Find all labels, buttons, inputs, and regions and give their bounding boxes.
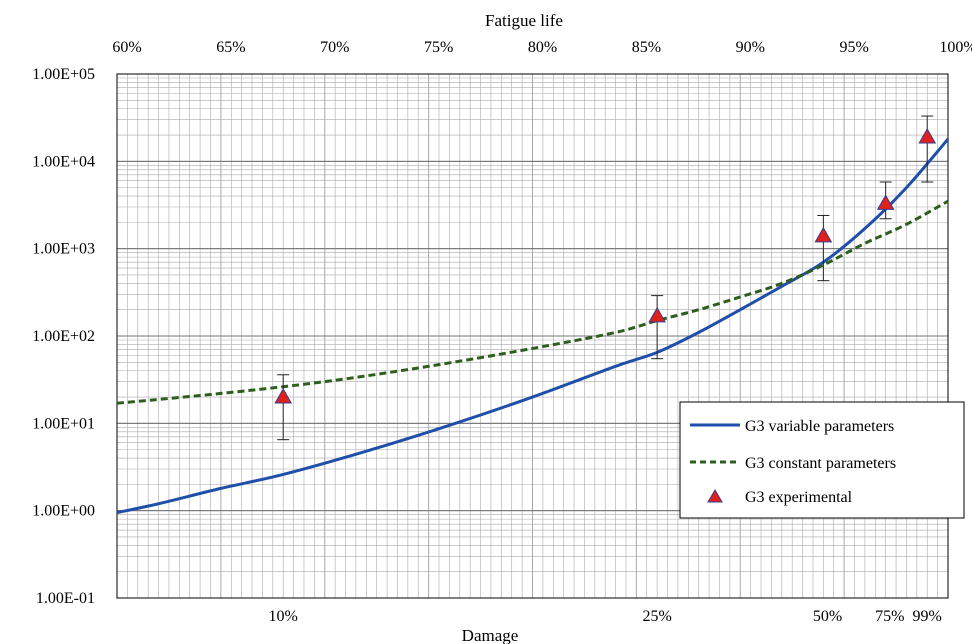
y-tick-label: 1.00E+05: [32, 66, 95, 83]
top-x-tick-label: 70%: [320, 39, 349, 56]
top-x-tick-label: 85%: [632, 39, 661, 56]
series-layer: [116, 115, 950, 515]
top-x-tick-labels: 60% 65% 70% 75% 80% 85% 90% 95% 100%: [112, 39, 972, 56]
top-x-tick-label: 100%: [939, 39, 972, 56]
bottom-x-tick-label: 25%: [642, 608, 671, 625]
bottom-x-tick-labels: 10% 25% 50% 75% 99%: [269, 608, 942, 625]
top-x-tick-label: 65%: [216, 39, 245, 56]
experimental-point: [814, 226, 833, 243]
y-tick-label: 1.00E+01: [32, 415, 95, 432]
y-tick-label: 1.00E+02: [32, 328, 95, 345]
y-tick-label: 1.00E-01: [36, 590, 95, 607]
experimental-point: [918, 127, 937, 144]
experimental-point: [648, 306, 667, 323]
top-x-tick-label: 80%: [528, 39, 557, 56]
bottom-x-tick-label: 99%: [913, 608, 942, 625]
legend-label-experimental: G3 experimental: [745, 489, 853, 506]
experimental-point: [274, 388, 293, 404]
top-x-tick-label: 60%: [112, 39, 141, 56]
legend: G3 variable parameters G3 constant param…: [679, 401, 965, 519]
legend-box: [679, 401, 965, 519]
variable-parameters-line: [116, 138, 950, 515]
top-x-tick-label: 90%: [736, 39, 765, 56]
legend-label-constant: G3 constant parameters: [745, 455, 896, 472]
bottom-x-tick-label: 75%: [875, 608, 904, 625]
top-x-tick-label: 95%: [839, 39, 868, 56]
bottom-x-tick-label: 50%: [813, 608, 842, 625]
y-tick-label: 1.00E+00: [32, 503, 95, 520]
y-tick-label: 1.00E+03: [32, 241, 95, 258]
y-tick-labels: 1.00E-01 1.00E+00 1.00E+01 1.00E+02 1.00E+03…: [32, 66, 95, 607]
experimental-point: [876, 194, 895, 210]
top-x-tick-label: 75%: [424, 39, 453, 56]
y-tick-label: 1.00E+04: [32, 153, 95, 170]
top-axis-title: Fatigue life: [485, 11, 563, 30]
bottom-axis-title: Damage: [462, 626, 519, 644]
plot-area-frame: [116, 73, 949, 599]
legend-swatch-experimental: [707, 489, 723, 503]
bottom-x-tick-label: 10%: [269, 608, 298, 625]
grid-lines: [116, 73, 949, 599]
legend-label-variable: G3 variable parameters: [745, 418, 894, 435]
